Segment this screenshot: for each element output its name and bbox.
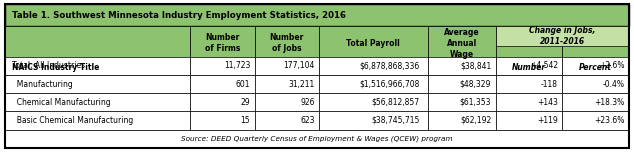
Bar [5,57,190,75]
Bar [190,111,255,130]
Bar [255,93,319,111]
Bar [255,26,319,60]
Text: $56,812,857: $56,812,857 [372,98,420,107]
Text: Total Payroll: Total Payroll [346,39,400,48]
Bar [562,57,629,75]
Bar [319,26,427,60]
Text: Number
of Jobs: Number of Jobs [269,33,304,53]
Bar [5,4,629,148]
Bar [190,75,255,93]
Bar [496,26,629,46]
Text: +23.6%: +23.6% [594,116,624,125]
Bar [496,111,562,130]
Text: NAICS Industry Title: NAICS Industry Title [13,63,100,72]
Text: +119: +119 [537,116,558,125]
Bar [562,26,629,60]
Text: Total, All Industries: Total, All Industries [13,61,86,70]
Bar [496,57,562,75]
Text: $1,516,966,708: $1,516,966,708 [359,80,420,89]
Bar [319,57,427,75]
Text: $62,192: $62,192 [460,116,491,125]
Bar [496,75,562,93]
Bar [562,75,629,93]
Text: Percent: Percent [579,63,612,72]
Bar [5,4,629,26]
Bar [190,57,255,75]
Text: -0.4%: -0.4% [602,80,624,89]
Bar [319,75,427,93]
Text: $48,329: $48,329 [460,80,491,89]
Bar [255,57,319,75]
Text: $6,878,868,336: $6,878,868,336 [359,61,420,70]
Bar [427,111,496,130]
Bar [562,111,629,130]
Bar [427,57,496,75]
Text: $38,841: $38,841 [460,61,491,70]
Text: Chemical Manufacturing: Chemical Manufacturing [13,98,111,107]
Text: 926: 926 [300,98,314,107]
Bar [427,75,496,93]
Bar [190,93,255,111]
Bar [5,130,629,148]
Bar [562,60,629,75]
Bar [319,93,427,111]
Text: 29: 29 [241,98,250,107]
Text: 31,211: 31,211 [288,80,314,89]
Text: Basic Chemical Manufacturing: Basic Chemical Manufacturing [13,116,134,125]
Bar [427,93,496,111]
Bar [255,111,319,130]
Text: Change in Jobs,
2011-2016: Change in Jobs, 2011-2016 [529,26,596,46]
Bar [496,26,562,60]
Text: Table 1. Southwest Minnesota Industry Employment Statistics, 2016: Table 1. Southwest Minnesota Industry Em… [13,11,347,20]
Bar [5,111,190,130]
Bar [427,26,496,60]
Bar [496,93,562,111]
Bar [5,26,190,60]
Text: Source: DEED Quarterly Census of Employment & Wages (QCEW) program: Source: DEED Quarterly Census of Employm… [181,135,453,142]
Bar [496,60,562,75]
Text: Average
Annual
Wage: Average Annual Wage [444,28,479,59]
Text: -118: -118 [541,80,558,89]
Text: 11,723: 11,723 [224,61,250,70]
Text: 15: 15 [241,116,250,125]
Text: Manufacturing: Manufacturing [13,80,74,89]
Text: 623: 623 [300,116,314,125]
Text: +2.6%: +2.6% [598,61,624,70]
Bar [562,93,629,111]
Text: $38,745,715: $38,745,715 [372,116,420,125]
Text: Number
of Firms: Number of Firms [205,33,240,53]
Bar [255,75,319,93]
Text: +143: +143 [537,98,558,107]
Text: 601: 601 [236,80,250,89]
Text: +18.3%: +18.3% [594,98,624,107]
Bar [5,60,496,75]
Text: $61,353: $61,353 [460,98,491,107]
Bar [5,93,190,111]
Bar [5,75,190,93]
Bar [190,26,255,60]
Text: 177,104: 177,104 [283,61,314,70]
Text: +4,542: +4,542 [530,61,558,70]
Bar [319,111,427,130]
Text: Number: Number [512,63,547,72]
